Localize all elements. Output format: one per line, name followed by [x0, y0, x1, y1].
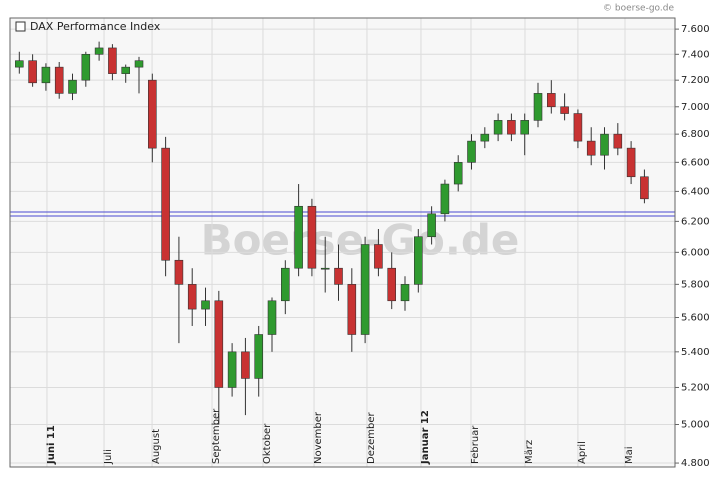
candle-body — [161, 147, 170, 261]
candle-body — [320, 267, 330, 270]
candle-body — [586, 140, 596, 156]
candle-body — [600, 133, 609, 156]
y-tick-label: 7.000 — [681, 102, 710, 113]
x-tick-label: April — [577, 441, 588, 464]
candle-body — [453, 162, 463, 185]
candle-body — [307, 205, 317, 269]
candle-body — [108, 47, 117, 74]
candle-body — [414, 236, 423, 285]
candle-body — [94, 47, 104, 55]
candle-body — [174, 259, 184, 285]
candle-body — [493, 120, 503, 135]
y-tick-label: 7.400 — [681, 49, 710, 60]
candle-body — [227, 351, 237, 388]
candle-body — [68, 79, 77, 94]
candle-body — [533, 93, 543, 121]
candle-body — [187, 284, 197, 310]
plot-background — [10, 18, 675, 467]
y-tick-label: 5.200 — [681, 382, 710, 393]
y-tick-label: 4.800 — [681, 458, 710, 469]
candle-body — [294, 205, 303, 269]
candle-body — [214, 300, 224, 388]
candle-body — [547, 93, 556, 108]
candle-body — [54, 66, 64, 94]
candle-body — [360, 244, 370, 335]
candle-body — [560, 106, 569, 114]
candle-body — [121, 66, 131, 74]
candle-body — [427, 213, 436, 238]
source: © boerse-go.de — [603, 4, 674, 14]
candle-body — [640, 176, 649, 200]
y-tick-label: 7.600 — [681, 24, 710, 35]
y-tick-label: 6.400 — [681, 186, 710, 197]
x-tick-label: Juni 11 — [46, 425, 57, 465]
y-tick-label: 6.000 — [681, 247, 710, 258]
candle-body — [134, 60, 144, 68]
y-tick-label: 5.600 — [681, 312, 710, 323]
candle-body — [201, 300, 210, 310]
candle-body — [241, 351, 250, 379]
candle-body — [81, 53, 91, 81]
candle-body — [334, 267, 343, 285]
y-tick-label: 5.400 — [681, 347, 710, 358]
candle-body — [281, 267, 290, 302]
y-tick-label: 7.200 — [681, 75, 710, 86]
x-tick-label: Mai — [624, 446, 635, 464]
plot-frame — [9, 17, 676, 468]
candle-body — [347, 284, 357, 335]
x-tick-label: Dezember — [366, 412, 377, 464]
y-tick-label: 5.800 — [681, 279, 710, 290]
x-tick-label: August — [151, 429, 162, 464]
x-tick-label: Februar — [470, 425, 481, 464]
candle-body — [28, 60, 37, 84]
candle-body — [480, 133, 490, 142]
watermark: Boerse-Go.de — [201, 216, 520, 265]
y-tick-label: 6.800 — [681, 129, 710, 140]
candle-body — [613, 133, 623, 149]
candle-body — [400, 284, 410, 302]
candle-body — [626, 147, 636, 178]
y-tick-label: 6.200 — [681, 216, 710, 227]
candle-body — [387, 267, 397, 302]
candle-body — [15, 60, 24, 68]
candle-body — [254, 334, 264, 379]
x-tick-label: September — [211, 408, 222, 464]
candle-body — [41, 66, 51, 84]
candle-body — [374, 244, 383, 269]
legend-swatch — [15, 21, 26, 32]
candle-body — [573, 113, 583, 142]
candle-body — [467, 140, 476, 163]
candle-body — [520, 120, 529, 135]
x-tick-label: Oktober — [262, 423, 273, 464]
candle-body — [440, 183, 450, 215]
candle-body — [507, 120, 516, 135]
candle-body — [267, 300, 277, 335]
candle-body — [148, 79, 157, 149]
x-tick-label: November — [313, 411, 324, 464]
chart-title: DAX Performance Index — [30, 20, 161, 33]
y-tick-label: 6.600 — [681, 157, 710, 168]
x-tick-label: Juli — [103, 449, 114, 465]
x-tick-label: März — [524, 440, 535, 464]
x-tick-label: Januar 12 — [420, 410, 431, 465]
y-tick-label: 5.000 — [681, 420, 710, 431]
